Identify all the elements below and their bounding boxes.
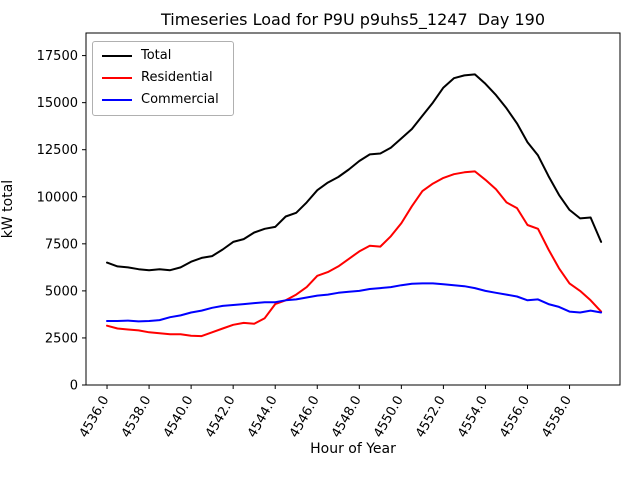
- series-line-residential: [106, 170, 603, 338]
- legend-label-commercial: Commercial: [141, 91, 219, 107]
- x-tick-label: 4544.0: [245, 394, 281, 441]
- y-axis-label: kW total: [0, 179, 16, 239]
- legend-item-residential: Residential: [102, 69, 219, 86]
- x-tick-label: 4552.0: [413, 394, 449, 441]
- x-tick-label: 4550.0: [371, 394, 407, 441]
- legend-item-total: Total: [102, 48, 219, 64]
- legend: Total Residential Commercial: [92, 41, 234, 116]
- y-tick-label: 5000: [45, 284, 78, 299]
- x-tick-label: 4540.0: [161, 394, 197, 441]
- x-tick-label: 4538.0: [119, 394, 155, 441]
- x-tick-label: 4556.0: [497, 394, 533, 441]
- legend-line-sample-residential: [102, 77, 132, 80]
- y-tick-label: 12500: [37, 143, 78, 158]
- axes-frame: [85, 32, 621, 386]
- legend-label-total: Total: [141, 48, 172, 63]
- legend-label-residential: Residential: [141, 69, 213, 85]
- x-tick-label: 4554.0: [455, 394, 491, 441]
- y-tick-label: 2500: [45, 331, 78, 346]
- y-tick-label: 10000: [37, 190, 78, 205]
- x-tick-label: 4536.0: [77, 394, 113, 441]
- series-line-total: [106, 73, 603, 272]
- legend-line-sample-total: [102, 55, 132, 58]
- x-tick-label: 4548.0: [329, 394, 365, 441]
- y-tick-label: 15000: [37, 96, 78, 111]
- x-tick-label: 4546.0: [287, 394, 323, 441]
- x-tick-label: 4542.0: [203, 394, 239, 441]
- y-tick-label: 0: [70, 379, 78, 394]
- chart-title: Timeseries Load for P9U p9uhs5_1247 Day …: [160, 10, 546, 29]
- series-line-commercial: [106, 282, 603, 323]
- x-axis-label: Hour of Year: [310, 441, 396, 457]
- legend-item-commercial: Commercial: [102, 91, 219, 108]
- legend-line-sample-commercial: [102, 99, 132, 102]
- y-tick-label: 17500: [37, 49, 78, 64]
- y-tick-label: 7500: [45, 237, 78, 252]
- x-tick-label: 4558.0: [539, 394, 575, 441]
